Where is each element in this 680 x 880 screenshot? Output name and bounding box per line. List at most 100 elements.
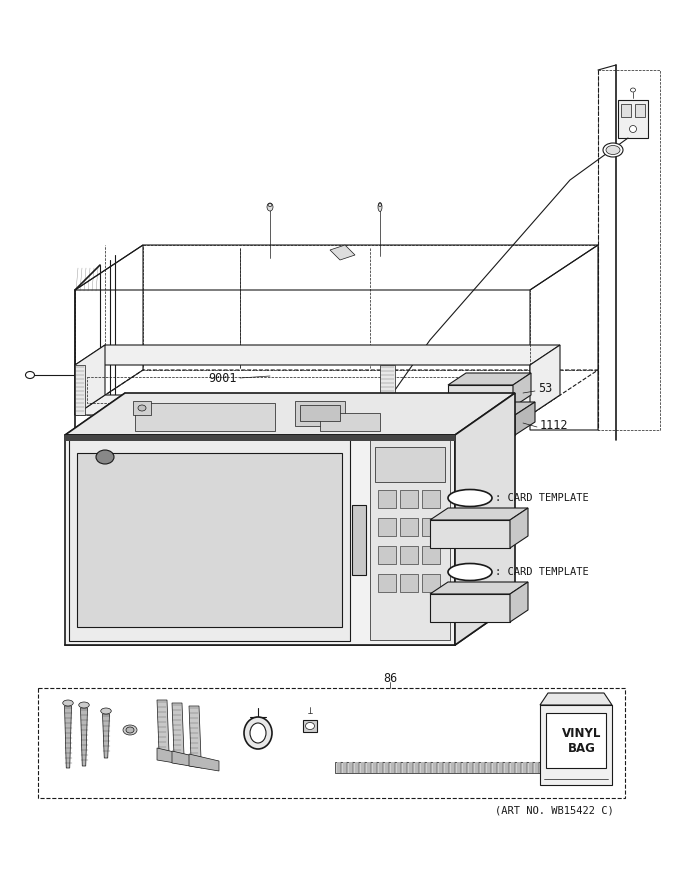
Text: 1112: 1112 <box>540 419 568 431</box>
Text: VINYL
BAG: VINYL BAG <box>562 727 602 755</box>
Polygon shape <box>430 594 510 622</box>
Text: 53: 53 <box>538 382 552 394</box>
Bar <box>409 762 413 773</box>
Bar <box>553 762 557 773</box>
Text: : CARD TEMPLATE: : CARD TEMPLATE <box>495 567 589 577</box>
Bar <box>559 762 563 773</box>
Polygon shape <box>430 520 510 548</box>
Bar <box>445 762 449 773</box>
Ellipse shape <box>126 727 134 733</box>
Polygon shape <box>445 415 515 435</box>
Bar <box>635 104 645 117</box>
Ellipse shape <box>305 722 314 730</box>
Bar <box>541 762 545 773</box>
Bar <box>439 762 443 773</box>
Bar <box>361 762 365 773</box>
Bar <box>397 762 401 773</box>
Polygon shape <box>157 748 187 765</box>
Polygon shape <box>189 706 201 758</box>
Polygon shape <box>510 582 528 622</box>
Polygon shape <box>65 435 455 441</box>
Bar <box>403 762 407 773</box>
Bar <box>511 762 515 773</box>
Bar <box>378 546 396 564</box>
Bar <box>415 762 419 773</box>
Bar <box>133 401 151 415</box>
Polygon shape <box>75 345 105 415</box>
Bar <box>565 762 569 773</box>
Bar <box>451 762 455 773</box>
Bar <box>385 762 389 773</box>
Bar <box>378 574 396 592</box>
Polygon shape <box>172 751 202 768</box>
Ellipse shape <box>26 371 35 378</box>
Bar <box>367 762 371 773</box>
Bar <box>433 762 437 773</box>
Ellipse shape <box>139 397 147 403</box>
Polygon shape <box>510 508 528 548</box>
Bar <box>529 762 533 773</box>
Bar <box>523 762 527 773</box>
Ellipse shape <box>603 143 623 157</box>
Bar <box>38 688 625 798</box>
Polygon shape <box>172 703 184 755</box>
Bar <box>378 518 396 536</box>
Ellipse shape <box>267 203 273 211</box>
Polygon shape <box>75 345 560 365</box>
Text: MBM5: MBM5 <box>459 568 481 576</box>
Bar <box>303 720 317 732</box>
Ellipse shape <box>366 397 374 403</box>
Bar <box>487 762 491 773</box>
Ellipse shape <box>630 126 636 133</box>
Bar <box>547 762 551 773</box>
Bar <box>535 762 539 773</box>
Bar <box>493 762 497 773</box>
Polygon shape <box>65 393 515 435</box>
Bar <box>391 762 395 773</box>
Bar <box>400 574 418 592</box>
Polygon shape <box>530 345 560 415</box>
Polygon shape <box>448 373 531 385</box>
Polygon shape <box>135 403 275 431</box>
Polygon shape <box>320 413 380 431</box>
Bar <box>349 762 353 773</box>
Polygon shape <box>352 505 366 575</box>
Bar <box>457 762 461 773</box>
Bar <box>546 713 606 768</box>
Bar <box>400 490 418 508</box>
Polygon shape <box>75 395 560 415</box>
Polygon shape <box>540 693 612 705</box>
Polygon shape <box>540 705 612 785</box>
Text: MBM4: MBM4 <box>459 494 481 502</box>
Polygon shape <box>513 373 531 407</box>
Bar <box>300 405 340 421</box>
Bar <box>422 518 440 536</box>
Ellipse shape <box>378 202 382 211</box>
Polygon shape <box>380 365 395 415</box>
Bar <box>475 762 479 773</box>
Ellipse shape <box>79 702 89 708</box>
Polygon shape <box>75 365 85 415</box>
Polygon shape <box>445 402 535 415</box>
Polygon shape <box>370 440 450 640</box>
Bar <box>421 762 425 773</box>
Polygon shape <box>69 439 350 641</box>
Bar <box>422 490 440 508</box>
Ellipse shape <box>63 700 73 706</box>
Polygon shape <box>103 714 109 758</box>
Bar <box>481 762 485 773</box>
Polygon shape <box>80 708 88 766</box>
Bar <box>463 762 467 773</box>
Polygon shape <box>157 700 169 752</box>
Ellipse shape <box>448 563 492 581</box>
Ellipse shape <box>244 717 272 749</box>
Bar <box>295 401 345 426</box>
Polygon shape <box>77 453 342 627</box>
Bar <box>335 762 570 773</box>
Ellipse shape <box>101 708 112 714</box>
Ellipse shape <box>250 723 266 743</box>
Ellipse shape <box>123 725 137 735</box>
Bar <box>379 762 383 773</box>
Polygon shape <box>330 245 355 260</box>
Bar <box>373 762 377 773</box>
